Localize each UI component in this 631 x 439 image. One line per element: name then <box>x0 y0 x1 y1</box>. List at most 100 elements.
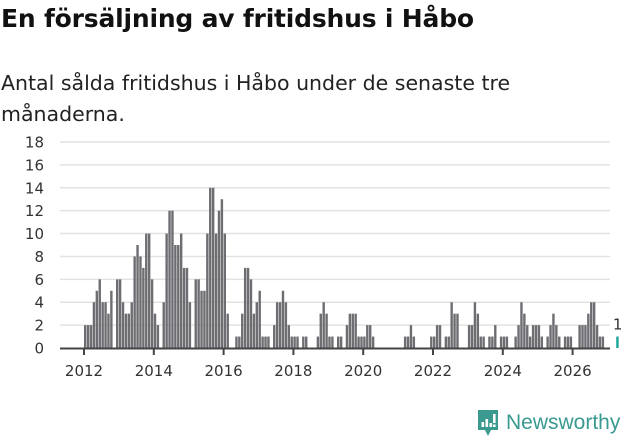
bar <box>168 210 171 348</box>
bar <box>499 336 503 348</box>
y-tick-label: 8 <box>34 248 44 266</box>
bar <box>293 336 296 348</box>
bar <box>587 313 590 348</box>
bar <box>563 336 567 348</box>
bar <box>127 313 131 348</box>
bar <box>470 325 474 348</box>
bar <box>491 336 494 348</box>
bar <box>322 302 325 348</box>
bar <box>223 233 227 348</box>
y-tick-label: 18 <box>25 134 44 152</box>
bar <box>214 233 218 348</box>
chart-subtitle: Antal sålda fritidshus i Håbo under de s… <box>1 71 511 126</box>
bar <box>447 336 450 348</box>
bar <box>319 313 322 348</box>
bar <box>290 336 293 348</box>
bar <box>165 233 168 348</box>
bar <box>435 325 439 348</box>
bar <box>467 325 471 348</box>
x-tick-label: 2012 <box>65 362 103 380</box>
newsworthy-logo: Newsworthy <box>476 408 620 438</box>
y-tick-label: 16 <box>25 156 44 174</box>
y-tick-label: 0 <box>34 340 44 358</box>
bar <box>523 313 526 348</box>
bar <box>537 325 541 348</box>
bar <box>226 313 229 348</box>
bar <box>351 313 354 348</box>
x-tick-label: 2022 <box>414 362 452 380</box>
bar <box>200 290 203 348</box>
bar <box>188 302 192 348</box>
bar <box>584 325 587 348</box>
bar <box>86 325 90 348</box>
bar <box>107 313 110 348</box>
last-value-annotation: 1 <box>613 316 623 334</box>
bar <box>369 325 372 348</box>
bar <box>89 325 93 348</box>
bar <box>502 336 506 348</box>
y-tick-label: 10 <box>25 225 44 243</box>
bar <box>520 302 523 348</box>
bar <box>302 336 305 348</box>
bar <box>104 302 107 348</box>
bar-chart: 0 2 4 6 8 10 12 14 16 18 2012 2014 2016 2018 2020 2022… <box>25 134 623 381</box>
bar <box>331 336 334 348</box>
bar <box>430 336 433 348</box>
bar <box>92 302 96 348</box>
bar <box>456 313 459 348</box>
bar <box>345 325 349 348</box>
bar <box>409 325 413 348</box>
bar <box>84 325 87 348</box>
bar <box>371 336 375 348</box>
bar <box>162 302 165 348</box>
bar <box>243 267 247 348</box>
bar <box>433 336 436 348</box>
bar <box>566 336 570 348</box>
bar <box>121 302 125 348</box>
bar <box>95 290 99 348</box>
bar <box>316 336 320 348</box>
bar <box>136 245 139 348</box>
bar <box>147 233 151 348</box>
bar <box>549 325 552 348</box>
bar <box>479 336 482 348</box>
bar <box>444 336 448 348</box>
bar <box>296 336 299 348</box>
bar <box>194 279 197 348</box>
bar <box>139 256 142 348</box>
bar <box>328 336 331 348</box>
bar <box>273 325 276 348</box>
bar <box>531 325 535 348</box>
bar <box>171 210 174 348</box>
bar <box>595 325 599 348</box>
bar <box>590 302 593 348</box>
bar <box>182 267 186 348</box>
bar <box>145 233 148 348</box>
bar <box>281 290 285 348</box>
bar <box>357 336 360 348</box>
bar <box>287 325 290 348</box>
bar <box>255 302 258 348</box>
bar <box>505 336 509 348</box>
x-tick-label: 2018 <box>274 362 312 380</box>
bar <box>337 336 340 348</box>
bar <box>197 279 200 348</box>
x-tick-label: 2020 <box>344 362 382 380</box>
x-tick-label: 2014 <box>135 362 173 380</box>
bar <box>450 302 453 348</box>
bar <box>601 336 605 348</box>
y-axis-labels: 0 2 4 6 8 10 12 14 16 18 <box>25 134 44 358</box>
brand-name: Newsworthy <box>506 411 621 434</box>
bar <box>206 233 209 348</box>
x-tick-label: 2016 <box>205 362 243 380</box>
y-tick-label: 6 <box>34 271 44 289</box>
bar <box>185 267 189 348</box>
bar <box>360 336 363 348</box>
bar <box>261 336 264 348</box>
x-tick-label: 2024 <box>484 362 522 380</box>
bar <box>211 187 215 348</box>
bar <box>540 336 544 348</box>
bar <box>203 290 206 348</box>
x-axis: 2012 2014 2016 2018 2020 2022 2024 2026 <box>60 347 610 380</box>
bar <box>348 313 352 348</box>
